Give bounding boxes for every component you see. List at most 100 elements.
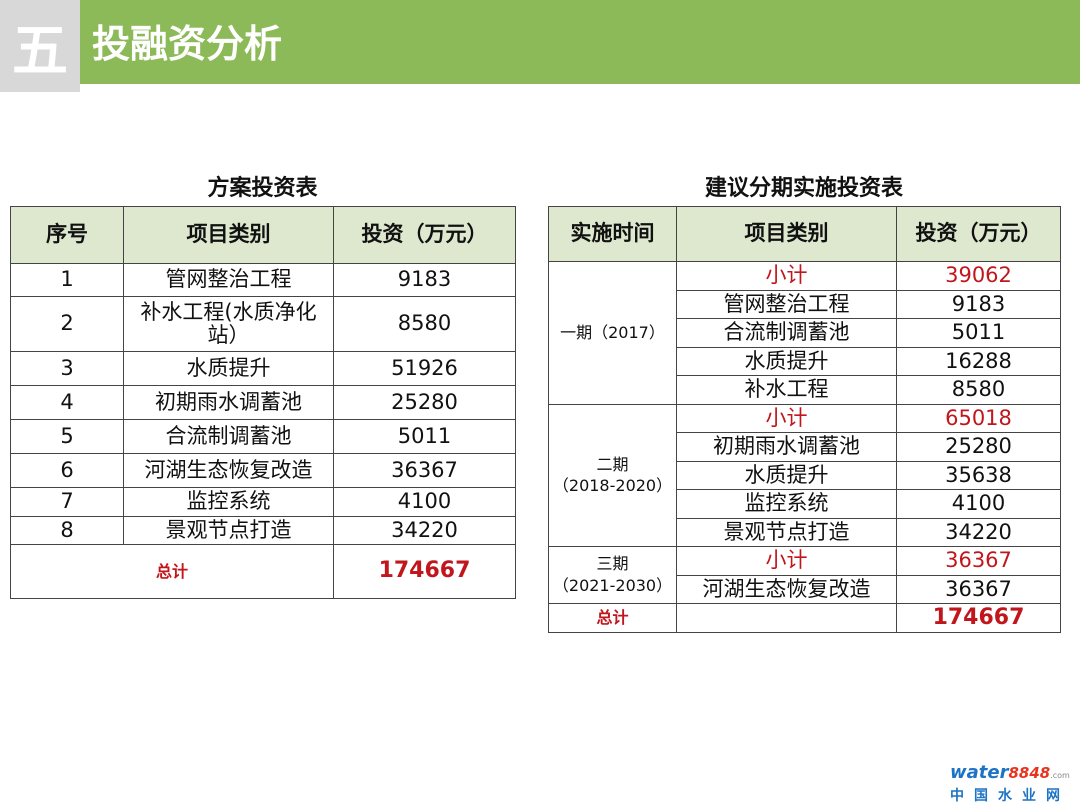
subtotal-label: 小计 xyxy=(676,403,897,433)
table-row: 7 监控系统 4100 xyxy=(10,487,516,517)
cell-item: 管网整治工程 xyxy=(676,289,897,319)
cell-item: 初期雨水调蓄池 xyxy=(123,385,334,420)
phase-label-line2: （2021-2030） xyxy=(552,576,673,595)
cell-item: 景观节点打造 xyxy=(676,517,897,547)
table-row: 监控系统 4100 xyxy=(549,489,1061,519)
cell-no: 2 xyxy=(10,296,124,352)
cell-item: 补水工程(水质净化站） xyxy=(123,296,334,352)
cell-amount: 5011 xyxy=(333,419,516,454)
page-title: 投融资分析 xyxy=(92,22,283,66)
table-row: 管网整治工程 9183 xyxy=(549,289,1061,319)
col-header-phase: 实施时间 xyxy=(548,206,677,262)
table-row: 4 初期雨水调蓄池 25280 xyxy=(10,385,516,420)
section-number: 五 xyxy=(0,0,80,92)
total-label: 总计 xyxy=(548,603,677,633)
subtotal-value: 39062 xyxy=(896,261,1061,291)
watermark-brand-word: water xyxy=(950,762,1009,783)
phase-label-line2: （2018-2020） xyxy=(552,476,673,496)
subtotal-label: 小计 xyxy=(676,261,897,291)
phase-label: 三期 （2021-2030） xyxy=(548,546,677,604)
cell-amount: 25280 xyxy=(896,432,1061,462)
cell-amount: 4100 xyxy=(333,487,516,517)
cell-item: 水质提升 xyxy=(123,351,334,386)
total-row: 总计 174667 xyxy=(548,603,1061,633)
subtotal-row: 三期 （2021-2030） 小计 36367 xyxy=(548,546,1061,604)
cell-item: 监控系统 xyxy=(123,487,334,517)
table-row: 初期雨水调蓄池 25280 xyxy=(549,432,1061,462)
col-header-item: 项目类别 xyxy=(676,206,897,262)
watermark-brand: water8848.com xyxy=(950,762,1070,787)
cell-amount: 5011 xyxy=(896,318,1061,348)
subtotal-label: 小计 xyxy=(676,546,897,576)
cell-amount: 34220 xyxy=(896,517,1061,547)
phase-label: 二期 （2018-2020） xyxy=(548,403,677,547)
right-table-caption: 建议分期实施投资表 xyxy=(704,176,903,201)
table-row: 补水工程 8580 xyxy=(549,375,1061,405)
cell-item: 合流制调蓄池 xyxy=(123,419,334,454)
plan-investment-table: 序号 项目类别 投资（万元） 1 管网整治工程 9183 2 补水工程(水质净化… xyxy=(10,206,516,599)
table-row: 2 补水工程(水质净化站） 8580 xyxy=(10,296,516,352)
header-bar xyxy=(0,0,1080,84)
cell-amount: 36367 xyxy=(333,453,516,488)
cell-amount: 8580 xyxy=(333,296,516,352)
cell-no: 5 xyxy=(10,419,124,454)
cell-amount: 4100 xyxy=(896,489,1061,519)
cell-item: 补水工程 xyxy=(676,375,897,405)
phase-label-line1: 三期 xyxy=(596,554,629,574)
watermark-brand-cn: 中国水业网 xyxy=(950,788,1070,804)
subtotal-value: 65018 xyxy=(896,403,1061,433)
cell-amount: 25280 xyxy=(333,385,516,420)
phase-label: 一期（2017） xyxy=(548,261,677,405)
total-row: 总计 174667 xyxy=(10,544,516,599)
cell-amount: 35638 xyxy=(896,460,1061,490)
subtotal-row: 二期 （2018-2020） 小计 65018 xyxy=(548,403,1061,547)
cell-item: 监控系统 xyxy=(676,489,897,519)
cell-no: 7 xyxy=(10,487,124,517)
cell-item: 初期雨水调蓄池 xyxy=(676,432,897,462)
total-value: 174667 xyxy=(333,544,516,599)
table-row: 8 景观节点打造 34220 xyxy=(10,516,516,545)
table-row: 5 合流制调蓄池 5011 xyxy=(10,419,516,454)
col-header-no: 序号 xyxy=(10,206,124,264)
subtotal-value: 36367 xyxy=(896,546,1061,576)
cell-no: 4 xyxy=(10,385,124,420)
table-row: 1 管网整治工程 9183 xyxy=(10,263,516,297)
watermark-logo: water8848.com 中国水业网 xyxy=(950,762,1070,806)
cell-amount: 34220 xyxy=(333,516,516,545)
table-row: 水质提升 16288 xyxy=(549,346,1061,376)
cell-item: 管网整治工程 xyxy=(123,263,334,297)
phased-investment-table: 实施时间 项目类别 投资（万元） 一期（2017） 小计 39062 管网整治工… xyxy=(548,206,1061,633)
total-empty-cell xyxy=(676,603,897,633)
phase-label-line1: 二期 xyxy=(596,454,629,474)
col-header-amount: 投资（万元） xyxy=(333,206,516,264)
cell-amount: 51926 xyxy=(333,351,516,386)
cell-no: 3 xyxy=(10,351,124,386)
cell-item: 景观节点打造 xyxy=(123,516,334,545)
cell-item: 河湖生态恢复改造 xyxy=(123,453,334,488)
subtotal-row: 一期（2017） 小计 39062 xyxy=(548,261,1061,405)
table-row: 水质提升 35638 xyxy=(549,460,1061,490)
cell-no: 6 xyxy=(10,453,124,488)
cell-item: 合流制调蓄池 xyxy=(676,318,897,348)
col-header-item: 项目类别 xyxy=(123,206,334,264)
total-value: 174667 xyxy=(896,603,1061,633)
cell-amount: 8580 xyxy=(896,375,1061,405)
cell-item: 水质提升 xyxy=(676,346,897,376)
table-row: 6 河湖生态恢复改造 36367 xyxy=(10,453,516,488)
col-header-amount: 投资（万元） xyxy=(896,206,1061,262)
watermark-brand-suffix: .com xyxy=(1050,771,1070,780)
table-row: 景观节点打造 34220 xyxy=(549,517,1061,547)
cell-amount: 36367 xyxy=(896,574,1061,604)
total-label: 总计 xyxy=(10,544,334,599)
table-row: 3 水质提升 51926 xyxy=(10,351,516,386)
cell-item: 水质提升 xyxy=(676,460,897,490)
cell-amount: 9183 xyxy=(896,289,1061,319)
cell-item: 河湖生态恢复改造 xyxy=(676,574,897,604)
table-row: 河湖生态恢复改造 36367 xyxy=(549,574,1061,604)
cell-amount: 9183 xyxy=(333,263,516,297)
cell-amount: 16288 xyxy=(896,346,1061,376)
cell-no: 1 xyxy=(10,263,124,297)
watermark-brand-number: 8848 xyxy=(1008,764,1051,782)
cell-no: 8 xyxy=(10,516,124,545)
left-table-caption: 方案投资表 xyxy=(207,176,318,201)
